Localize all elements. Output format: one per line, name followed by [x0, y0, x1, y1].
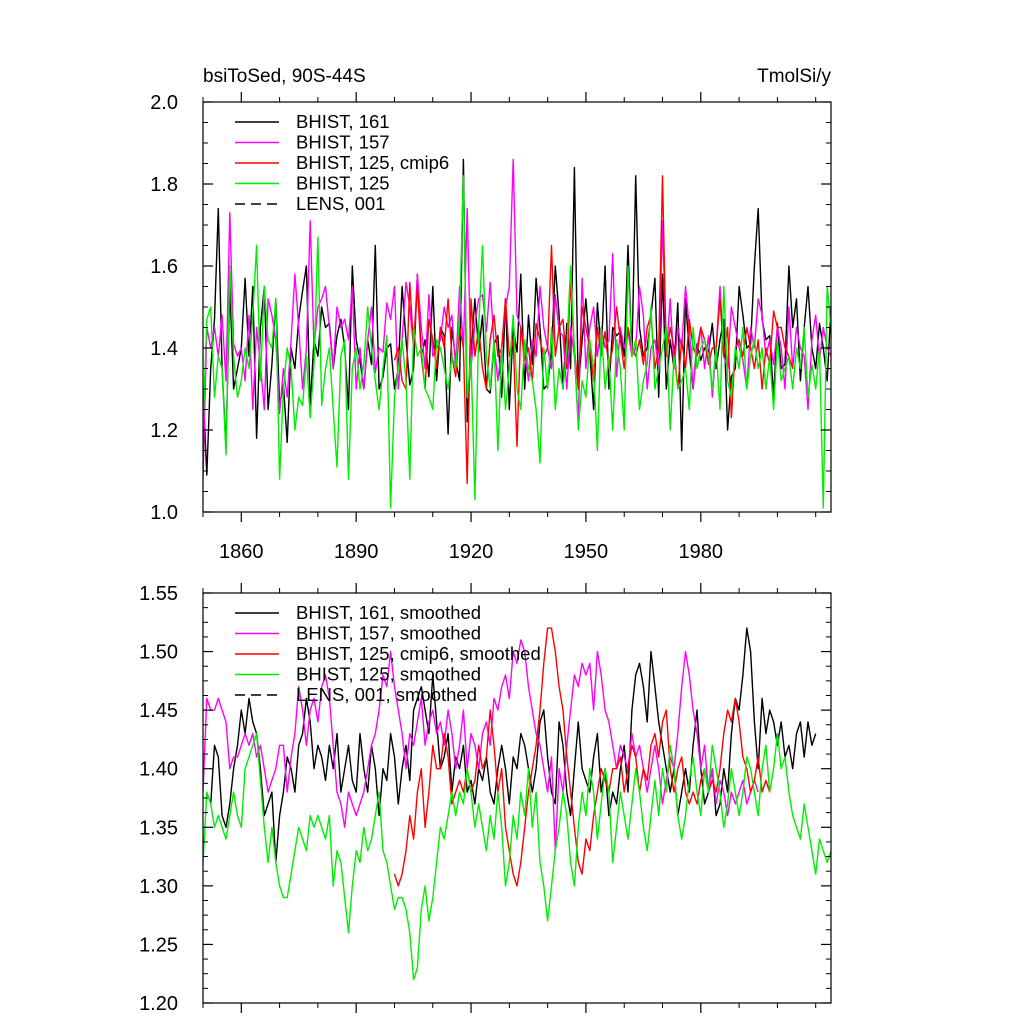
legend-label: BHIST, 161 [296, 111, 390, 132]
y-tick-label: 1.50 [139, 642, 178, 664]
series-line-3 [203, 732, 831, 981]
x-tick-label: 1920 [449, 541, 494, 563]
series-line-2 [393, 175, 794, 484]
series-line-3 [203, 175, 831, 509]
legend-label: LENS, 001 [296, 193, 385, 214]
y-tick-label: 1.35 [139, 817, 178, 839]
series-group [203, 158, 831, 509]
legend-label: BHIST, 157, smoothed [296, 623, 481, 644]
series-group [203, 627, 831, 981]
x-tick-label: 1890 [334, 541, 379, 563]
y-tick-label: 1.0 [150, 502, 178, 524]
y-tick-label: 1.25 [139, 934, 178, 956]
y-tick-label: 1.55 [139, 583, 178, 605]
top-panel: 1.0 1.2 1.4 1.6 1.8 2.0 1860 1890 1920 1950 1980 bs… [150, 66, 832, 563]
x-tick-label: 1980 [679, 541, 724, 563]
x-tick-label: 1950 [564, 541, 609, 563]
y-tick-label: 1.6 [150, 256, 178, 278]
legend-label: BHIST, 125 [296, 173, 390, 194]
chart-units: TmolSi/y [757, 66, 831, 87]
legend-label: BHIST, 161, smoothed [296, 602, 481, 623]
y-tick-label: 1.2 [150, 420, 178, 442]
legend-label: BHIST, 157 [296, 132, 390, 153]
x-tick-label: 1860 [219, 541, 264, 563]
legend-label: BHIST, 125, cmip6 [296, 152, 449, 173]
y-tick-label: 1.20 [139, 993, 178, 1015]
legend-label: BHIST, 125, smoothed [296, 664, 481, 685]
bottom-panel: 1.20 1.25 1.30 1.35 1.40 1.45 1.50 1.55 BHIST, 1… [139, 583, 832, 1015]
y-tick-label: 1.30 [139, 876, 178, 898]
series-line-1 [203, 158, 831, 480]
y-tick-label: 1.40 [139, 759, 178, 781]
y-tick-label: 2.0 [150, 92, 178, 114]
series-line-0 [210, 627, 817, 864]
y-tick-label: 1.45 [139, 700, 178, 722]
legend-label: BHIST, 125, cmip6, smoothed [296, 643, 541, 664]
legend-label: LENS, 001, smoothed [296, 684, 477, 705]
y-tick-label: 1.8 [150, 174, 178, 196]
chart-title: bsiToSed, 90S-44S [203, 66, 366, 87]
y-tick-label: 1.4 [150, 338, 178, 360]
